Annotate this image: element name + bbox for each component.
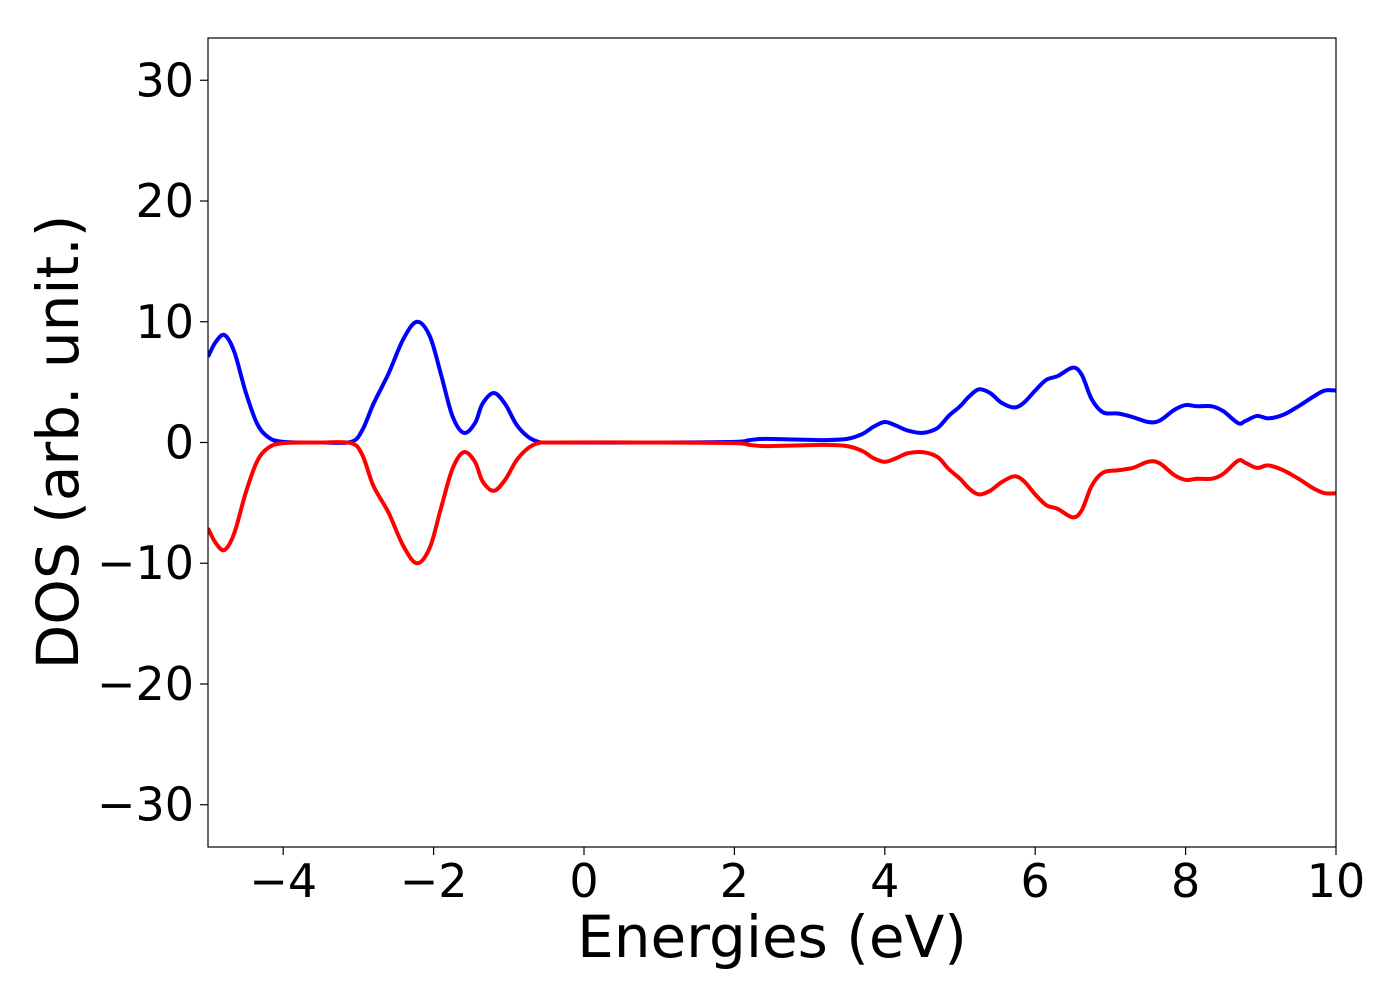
x-tick-label: 4: [870, 854, 899, 908]
y-tick-label: −20: [97, 657, 194, 711]
x-tick-label: 2: [720, 854, 749, 908]
y-tick-label: 10: [135, 295, 194, 349]
y-tick-label: 30: [135, 53, 194, 107]
y-tick-label: −10: [97, 536, 194, 590]
y-tick-label: 0: [165, 416, 194, 470]
x-tick-label: −2: [400, 854, 468, 908]
x-axis-ticks: −4 −2 0 2 4 6 8 10: [249, 847, 1365, 908]
x-axis-label: Energies (eV): [577, 903, 967, 971]
y-tick-label: 20: [135, 174, 194, 228]
series-line-blue: [208, 319, 1336, 445]
y-axis-label: DOS (arb. unit.): [24, 215, 92, 670]
y-axis-ticks: 30 20 10 0 −10 −20 −30: [97, 53, 208, 832]
x-tick-label: 8: [1171, 854, 1200, 908]
x-tick-label: 10: [1307, 854, 1366, 908]
y-tick-label: −30: [97, 778, 194, 832]
axes-frame: [207, 37, 1337, 848]
plot-area: [208, 319, 1336, 566]
series-line-red: [208, 440, 1336, 566]
x-tick-label: 0: [569, 854, 598, 908]
x-tick-label: 6: [1021, 854, 1050, 908]
x-tick-label: −4: [249, 854, 317, 908]
